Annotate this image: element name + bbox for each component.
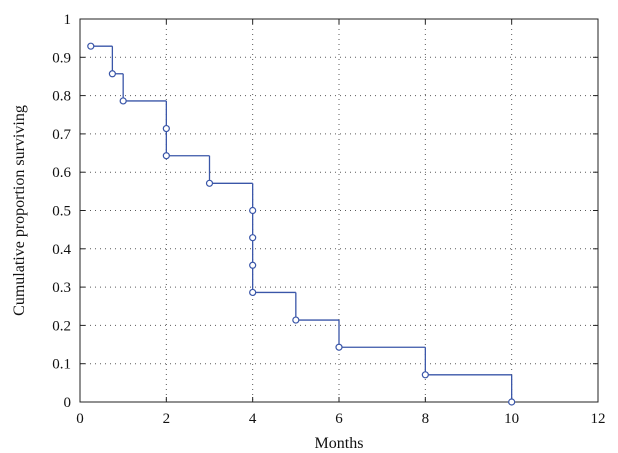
survival-data-point [249,206,257,215]
y-tick-label: 0.6 [52,165,71,181]
x-tick-label: 8 [422,411,430,427]
survival-data-point [508,398,516,406]
survival-data-point [249,234,257,242]
survival-data-point [421,371,429,379]
x-tick-label: 12 [591,411,606,427]
x-axis-title: Months [315,435,364,452]
y-tick-label: 0.4 [52,242,71,258]
x-tick-label: 10 [504,411,519,427]
y-tick-label: 0.7 [52,127,71,143]
y-tick-label: 0.8 [52,89,71,105]
survival-data-point [87,42,95,50]
survival-data-point [249,288,257,297]
y-axis-title: Cumulative proportion surviving [11,105,28,316]
x-tick-label: 4 [249,411,257,427]
survival-data-point [205,179,214,187]
survival-data-point [108,70,116,78]
y-tick-label: 0.2 [52,318,71,334]
survival-curve [90,45,513,402]
survival-data-point [249,261,257,269]
survival-data-point [162,152,170,160]
survival-data-point [292,316,300,324]
survival-data-point [119,97,127,105]
y-tick-label: 0 [64,395,72,411]
axis-ticks: 0 2 4 6 8 10 12 0 0.1 0.2 0.3 0.4 0.5 0.6 0.7 0.8 0.9 1 [52,12,605,427]
y-tick-label: 0.9 [52,50,71,66]
y-tick-label: 0.3 [52,280,71,296]
y-tick-label: 1 [64,12,72,28]
survival-data-point [335,343,343,351]
y-tick-label: 0.1 [52,357,71,373]
y-tick-label: 0.5 [52,204,71,220]
x-tick-label: 2 [163,411,171,427]
x-tick-label: 0 [76,411,84,427]
censor-markers [87,42,516,406]
x-tick-label: 6 [335,411,343,427]
survival-data-point [162,124,170,133]
